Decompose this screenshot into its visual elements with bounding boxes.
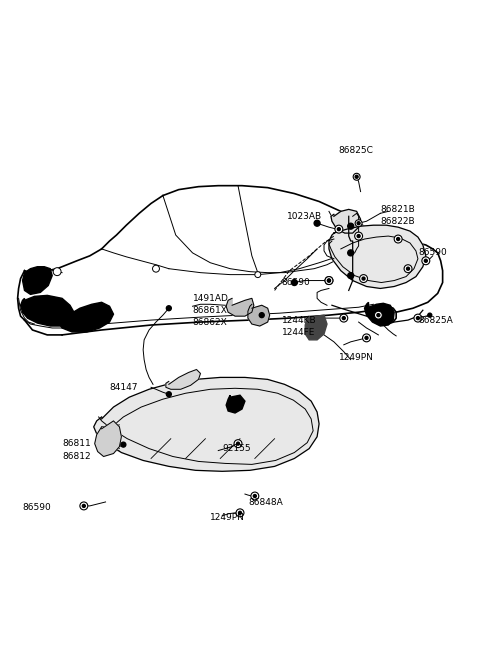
Text: 1244KB: 1244KB — [281, 316, 316, 325]
Circle shape — [357, 234, 360, 238]
Circle shape — [396, 238, 400, 240]
Text: 1023AB: 1023AB — [288, 212, 323, 221]
Text: 86862X: 86862X — [192, 318, 228, 327]
Circle shape — [80, 502, 88, 510]
Circle shape — [314, 220, 320, 226]
Circle shape — [121, 442, 126, 447]
Text: 86861X: 86861X — [192, 306, 228, 314]
Circle shape — [424, 259, 427, 262]
Circle shape — [422, 257, 430, 265]
Polygon shape — [95, 421, 121, 457]
Circle shape — [237, 442, 240, 445]
Circle shape — [377, 314, 380, 316]
Text: 86825A: 86825A — [418, 316, 453, 325]
Circle shape — [327, 279, 330, 282]
Text: 1249PN: 1249PN — [339, 353, 374, 362]
Circle shape — [362, 334, 371, 342]
Polygon shape — [23, 267, 52, 294]
Polygon shape — [331, 210, 360, 233]
Circle shape — [236, 509, 244, 517]
Circle shape — [360, 274, 368, 282]
Circle shape — [253, 495, 256, 498]
Circle shape — [355, 176, 358, 178]
Circle shape — [353, 174, 360, 180]
Circle shape — [417, 316, 420, 320]
Circle shape — [234, 440, 242, 447]
Circle shape — [348, 250, 354, 256]
Circle shape — [83, 504, 85, 508]
Circle shape — [153, 265, 159, 272]
Circle shape — [348, 272, 354, 278]
Circle shape — [335, 225, 343, 233]
Circle shape — [357, 222, 360, 225]
Circle shape — [167, 392, 171, 397]
Circle shape — [365, 337, 368, 339]
Polygon shape — [248, 305, 270, 326]
Circle shape — [404, 265, 412, 272]
Circle shape — [348, 223, 354, 229]
Polygon shape — [94, 377, 319, 472]
Text: 1244FE: 1244FE — [281, 328, 315, 337]
Polygon shape — [226, 298, 254, 316]
Text: 86811: 86811 — [62, 439, 91, 448]
Circle shape — [259, 312, 264, 318]
Circle shape — [374, 311, 383, 319]
Polygon shape — [58, 303, 113, 332]
Text: 1249PN: 1249PN — [210, 514, 245, 522]
Circle shape — [407, 267, 409, 270]
Text: 86590: 86590 — [418, 248, 447, 257]
Circle shape — [337, 228, 340, 231]
Circle shape — [327, 279, 330, 282]
Text: 86812: 86812 — [62, 452, 91, 461]
Circle shape — [251, 492, 259, 500]
Polygon shape — [226, 395, 245, 413]
Circle shape — [355, 232, 362, 240]
Circle shape — [167, 306, 171, 310]
Polygon shape — [305, 315, 327, 340]
Text: 1491AD: 1491AD — [192, 294, 228, 303]
Circle shape — [428, 313, 432, 317]
Circle shape — [325, 276, 333, 284]
Polygon shape — [166, 369, 201, 389]
Polygon shape — [21, 295, 74, 326]
Text: 86848A: 86848A — [248, 498, 283, 508]
Circle shape — [291, 280, 297, 286]
Polygon shape — [329, 225, 426, 288]
Circle shape — [53, 268, 61, 276]
Circle shape — [362, 277, 365, 280]
Text: 86822B: 86822B — [380, 217, 415, 226]
Text: 92155: 92155 — [222, 444, 251, 453]
Circle shape — [325, 276, 333, 284]
Circle shape — [342, 316, 345, 320]
Circle shape — [394, 235, 402, 243]
Circle shape — [340, 314, 348, 322]
Text: 84147: 84147 — [109, 383, 138, 392]
Circle shape — [239, 512, 241, 514]
Text: 86590: 86590 — [281, 278, 310, 287]
Text: 86821B: 86821B — [380, 205, 415, 214]
Text: 86590: 86590 — [23, 504, 51, 512]
Circle shape — [355, 220, 362, 227]
Circle shape — [414, 314, 422, 322]
Polygon shape — [364, 303, 394, 326]
Text: 86825C: 86825C — [339, 145, 374, 155]
Circle shape — [255, 272, 261, 278]
